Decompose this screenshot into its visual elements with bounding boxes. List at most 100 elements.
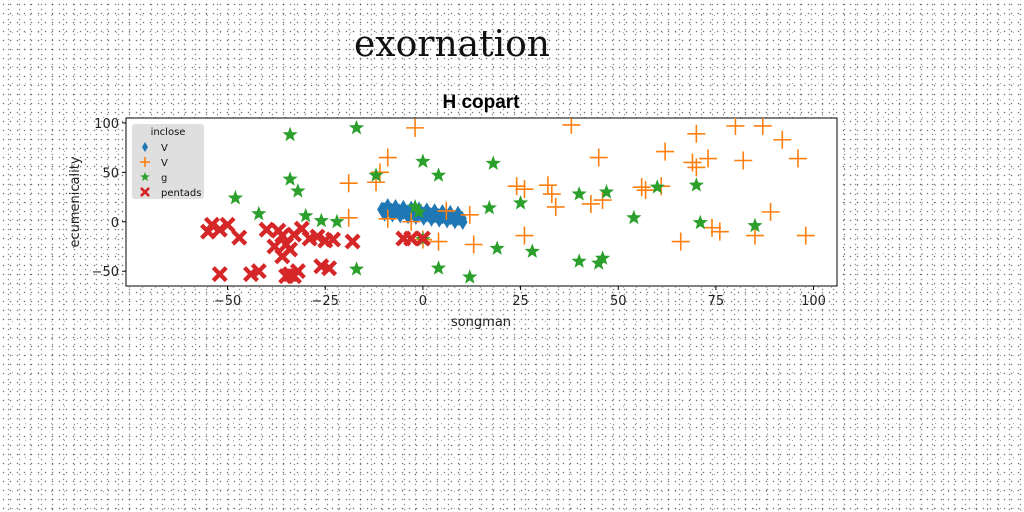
data-point	[745, 226, 764, 245]
data-point	[422, 202, 432, 219]
legend-marker	[140, 172, 150, 182]
axes: −50 −25 0 25 50 75 100 −50 0 50 100	[92, 117, 826, 309]
legend-marker	[142, 142, 148, 152]
data-point	[593, 191, 612, 210]
data-point	[538, 176, 557, 195]
data-point	[430, 260, 447, 275]
data-point	[460, 205, 479, 224]
data-point	[636, 181, 655, 200]
page-title: exornation	[354, 24, 550, 65]
data-point	[411, 203, 427, 219]
series-3	[200, 216, 431, 285]
data-point	[598, 184, 615, 199]
data-point	[285, 268, 302, 285]
data-point	[687, 158, 706, 177]
legend-label: V	[161, 158, 168, 169]
legend-marker	[140, 157, 150, 167]
data-point	[406, 118, 425, 137]
x-tick-label: 0	[419, 294, 427, 309]
data-point	[671, 232, 690, 251]
y-tick-label: 0	[111, 216, 119, 231]
data-point	[683, 153, 702, 172]
data-point	[250, 263, 267, 280]
data-point	[507, 177, 526, 196]
data-point	[344, 233, 361, 250]
data-point	[626, 209, 642, 225]
x-axis-label: songman	[451, 315, 511, 330]
data-point	[699, 149, 718, 168]
data-point	[753, 118, 772, 135]
data-point	[462, 269, 478, 284]
data-point	[266, 238, 283, 255]
data-point	[200, 223, 217, 240]
data-point	[464, 235, 483, 254]
data-point	[348, 261, 365, 276]
data-point	[702, 218, 721, 237]
data-point	[571, 253, 587, 268]
x-tick-label: 100	[801, 294, 826, 309]
data-point	[692, 214, 708, 230]
data-point	[687, 124, 706, 143]
data-point	[524, 243, 540, 258]
data-point	[219, 216, 236, 233]
data-point	[562, 118, 581, 134]
x-tick-label: −50	[214, 294, 241, 309]
chart-title: H copart	[442, 92, 520, 113]
data-point	[594, 250, 611, 265]
data-point	[313, 212, 329, 228]
legend: inclose VVg pentads	[132, 124, 204, 199]
data-point	[688, 177, 704, 192]
data-point	[457, 214, 468, 231]
data-point	[390, 199, 401, 216]
x-tick-label: −25	[312, 294, 339, 309]
data-point	[773, 130, 792, 149]
data-point	[747, 217, 763, 233]
data-point	[329, 213, 345, 229]
data-point	[453, 205, 463, 222]
data-point	[437, 201, 456, 220]
legend-marker	[140, 187, 150, 197]
data-point	[429, 203, 440, 220]
data-point	[437, 204, 448, 221]
data-point	[251, 205, 267, 221]
data-point	[581, 194, 600, 213]
y-tick-label: 50	[102, 166, 119, 181]
y-tick-label: 100	[94, 117, 119, 132]
data-point	[515, 226, 534, 245]
data-point	[726, 118, 745, 135]
data-point	[430, 167, 447, 182]
data-point	[788, 149, 807, 168]
data-point	[571, 186, 587, 201]
data-point	[515, 180, 534, 199]
data-point	[370, 163, 389, 182]
legend-label: V	[161, 143, 168, 154]
legend-box	[132, 124, 204, 199]
data-point	[542, 185, 561, 204]
data-point	[445, 204, 456, 221]
data-point	[402, 212, 421, 231]
data-point	[348, 119, 365, 135]
data-point	[761, 202, 780, 221]
data-point	[398, 199, 409, 216]
data-point	[382, 198, 393, 215]
data-point	[368, 167, 384, 182]
data-point	[414, 230, 431, 247]
data-point	[339, 208, 358, 227]
legend-title: inclose	[151, 127, 186, 138]
data-point	[378, 209, 397, 228]
x-tick-label: 50	[610, 294, 627, 309]
series-2	[227, 119, 763, 284]
data-point	[546, 197, 565, 216]
data-marks	[200, 118, 815, 285]
y-axis-label: ecumenicality	[68, 156, 83, 247]
data-point	[290, 183, 306, 198]
data-point	[407, 198, 423, 214]
data-point	[231, 229, 248, 246]
data-point	[512, 194, 529, 210]
data-point	[325, 231, 342, 248]
data-point	[211, 266, 228, 283]
data-point	[415, 153, 431, 168]
data-point	[282, 126, 298, 142]
data-point	[309, 228, 326, 245]
